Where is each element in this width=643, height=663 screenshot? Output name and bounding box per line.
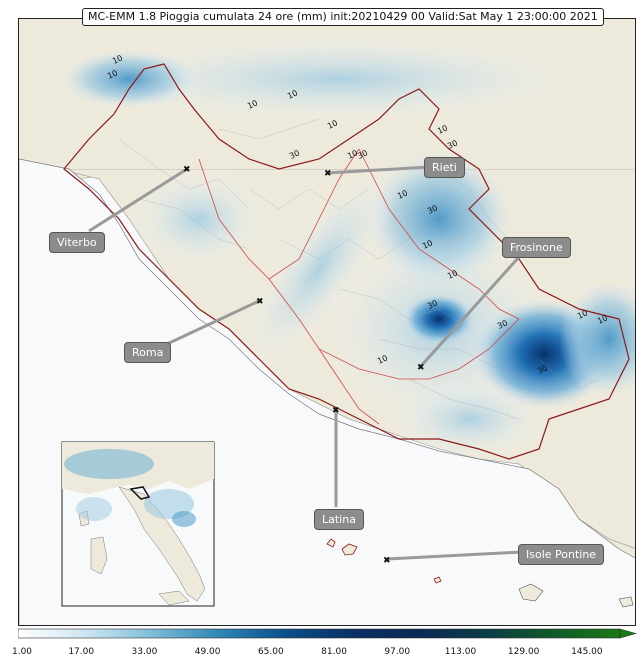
contour-label: 10 xyxy=(596,313,609,325)
leader-viterbo xyxy=(88,167,188,233)
island-ventotene xyxy=(433,576,442,584)
leader-frosinone xyxy=(419,255,521,368)
contour-label: 30 xyxy=(426,298,439,310)
colorbar-extend-arrow xyxy=(619,628,638,639)
contour-label: 10 xyxy=(246,98,259,110)
contour-label: 10 xyxy=(396,188,409,200)
rain-northwest xyxy=(59,49,199,109)
city-label-latina: Latina xyxy=(314,509,364,530)
province-border-1 xyxy=(198,148,360,280)
colorbar-tick-label: 97.00 xyxy=(384,647,411,657)
contour-label: 10 xyxy=(446,268,459,280)
colorbar-tick-label: 33.00 xyxy=(131,647,158,657)
province-border-2 xyxy=(358,148,520,320)
leader-isole-pontine xyxy=(386,550,523,561)
city-label-isole-pontine: Isole Pontine xyxy=(518,544,605,565)
colorbar-tick-label: 17.00 xyxy=(68,647,95,657)
marker-roma: ✖ xyxy=(256,297,264,307)
colorbar-tick-label: 49.00 xyxy=(194,647,221,657)
city-label-roma: Roma xyxy=(124,342,172,363)
colorbar-tick-label: 1.00 xyxy=(11,647,33,657)
contour-label: 10 xyxy=(376,353,389,365)
leader-roma xyxy=(166,299,260,346)
marker-latina: ✖ xyxy=(332,406,340,416)
marker-rieti: ✖ xyxy=(324,169,332,179)
province-border-3 xyxy=(268,278,520,380)
colorbar-tick-label: 129.00 xyxy=(507,647,540,657)
colorbar-tick-label: 65.00 xyxy=(257,647,284,657)
province-border-4 xyxy=(318,348,380,425)
island-ischia xyxy=(518,583,544,602)
contour-label: 10 xyxy=(346,148,359,160)
island-palmarola xyxy=(341,543,358,556)
municipal-borders xyxy=(118,118,600,420)
city-label-viterbo: Viterbo xyxy=(49,232,105,253)
contour-label: 10 xyxy=(436,123,449,135)
city-label-frosinone: Frosinone xyxy=(502,237,571,258)
island-ponza xyxy=(326,538,336,548)
colorbar: 1.00 17.00 33.00 49.00 65.00 81.00 97.00 113.00… xyxy=(12,627,638,661)
colorbar-tick-label: 113.00 xyxy=(444,647,477,657)
contour-label: 30 xyxy=(356,148,369,160)
contour-label: 30 xyxy=(446,138,459,150)
map-title: MC-EMM 1.8 Pioggia cumulata 24 ore (mm) … xyxy=(82,8,604,26)
rain-viterbo xyxy=(129,169,269,269)
colorbar-tick-label: 81.00 xyxy=(321,647,347,657)
contour-label: 10 xyxy=(286,88,299,100)
contour-label: 10 xyxy=(326,118,339,130)
rain-roma-strip xyxy=(242,168,396,370)
contour-label: 30 xyxy=(536,363,549,375)
rain-north-band xyxy=(79,34,599,124)
rain-frosinone-west xyxy=(404,294,474,344)
precipitation-map: 10 10 10 10 10 10 30 30 10 30 30 10 10 10 30 10 30 10 10 30… xyxy=(18,18,636,626)
contour-label: 30 xyxy=(496,318,509,330)
contour-label: 10 xyxy=(576,308,589,320)
marker-viterbo: ✖ xyxy=(183,165,191,175)
marker-isole-pontine: ✖ xyxy=(383,556,391,566)
italy-overview-inset xyxy=(61,441,215,607)
contour-label: 30 xyxy=(288,148,301,160)
island-capri xyxy=(618,596,634,608)
marker-frosinone: ✖ xyxy=(417,363,425,373)
leader-rieti xyxy=(326,165,430,175)
colorbar-tick-label: 145.00 xyxy=(571,647,603,657)
colorbar-gradient xyxy=(18,628,638,639)
label-leaders xyxy=(88,165,523,561)
city-label-rieti: Rieti xyxy=(424,157,465,178)
contour-label: 10 xyxy=(111,53,124,65)
contour-label: 10 xyxy=(106,68,119,80)
contour-label: 10 xyxy=(421,238,434,250)
contour-label: 30 xyxy=(426,203,439,215)
